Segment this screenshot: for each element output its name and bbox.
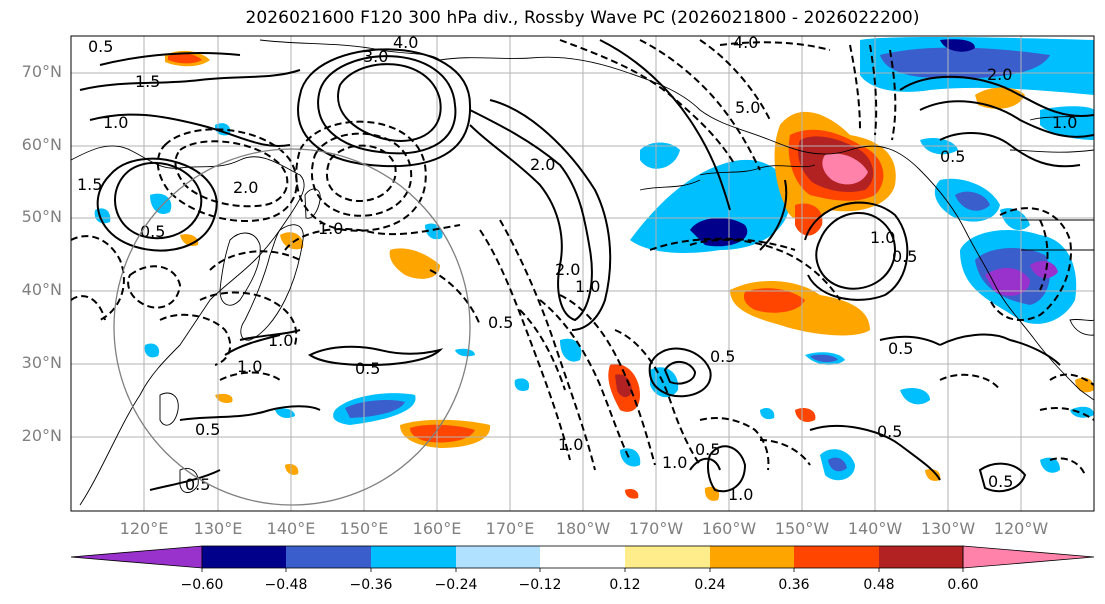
negative-contours (71, 39, 1094, 476)
lat-label: 30°N (21, 353, 62, 372)
lon-label: 170°E (485, 519, 535, 538)
radius-circle (113, 148, 471, 506)
contour-label: 3.0 (363, 47, 388, 66)
colorbar-tick-label: 0.48 (863, 577, 895, 593)
lon-label: 150°E (339, 519, 389, 538)
contour-label: 1.0 (662, 453, 687, 472)
contour-label: 0.5 (355, 359, 380, 378)
contour-label: 0.5 (888, 339, 913, 358)
contour-label: 4.0 (393, 33, 418, 52)
contour-label: 0.5 (940, 147, 965, 166)
contour-label: 0.5 (710, 347, 735, 366)
contour-label: 1.0 (103, 113, 128, 132)
lon-label: 160°E (412, 519, 462, 538)
colorbar-tick-label: 0.60 (947, 577, 979, 593)
contour-label: 0.5 (140, 222, 165, 241)
lon-label: 150°W (774, 519, 830, 538)
colorbar-tick-label: 0.24 (694, 577, 726, 593)
contour-label: 2.0 (233, 178, 258, 197)
colorbar-segment (962, 545, 1095, 569)
contour-label: 0.5 (195, 420, 220, 439)
colorbar-segment (710, 546, 794, 568)
lon-label: 120°E (119, 519, 169, 538)
positive-contours (79, 39, 1094, 493)
contour-label: 0.5 (695, 440, 720, 459)
lat-label: 70°N (21, 62, 62, 81)
contour-label: 1.0 (318, 219, 343, 238)
lat-label: 60°N (21, 135, 62, 154)
colorbar-segment (286, 546, 371, 568)
lon-label: 140°W (847, 519, 903, 538)
contour-label: 1.5 (77, 175, 102, 194)
contour-label: 0.5 (988, 472, 1013, 491)
lon-label: 130°E (193, 519, 243, 538)
colorbar-ticks (201, 568, 964, 572)
lon-label: 120°W (993, 519, 1049, 538)
colorbar-segment (70, 545, 203, 569)
contour-label: 1.0 (728, 485, 753, 504)
colorbar-segment (456, 546, 540, 568)
colorbar-tick-label: −0.60 (180, 577, 224, 593)
contour-label: 1.5 (135, 72, 160, 91)
contour-label: 0.5 (488, 313, 513, 332)
contour-label: 0.5 (877, 422, 902, 441)
colorbar-segment (371, 546, 456, 568)
colorbar-tick-label: −0.36 (349, 577, 393, 593)
colorbar-tick-label: −0.48 (264, 577, 308, 593)
colorbar-segment (625, 546, 710, 568)
colorbar-segment (540, 546, 625, 568)
contour-label: 1.0 (575, 277, 600, 296)
colorbar-tick-label: −0.24 (434, 577, 478, 593)
colorbar-segment (794, 546, 879, 568)
contour-label: 1.0 (558, 435, 583, 454)
contour-label: 2.0 (555, 260, 580, 279)
map-area: 0.5 1.5 3.0 4.0 1.0 1.5 2.0 2.0 2.0 4.0 … (71, 33, 1094, 511)
contour-label: 1.0 (268, 331, 293, 350)
lon-label: 130°W (920, 519, 976, 538)
colorbar (70, 545, 1095, 572)
contour-label: 4.0 (733, 33, 758, 52)
contour-label: 0.5 (892, 247, 917, 266)
contour-label-layer: 0.5 1.5 3.0 4.0 1.0 1.5 2.0 2.0 2.0 4.0 … (77, 33, 1077, 504)
lat-label: 50°N (21, 207, 62, 226)
contour-label: 2.0 (530, 155, 555, 174)
colorbar-segment (202, 546, 286, 568)
lon-label: 170°W (628, 519, 684, 538)
shaded-divergence-field (94, 37, 1094, 501)
colorbar-tick-label: 0.36 (778, 577, 810, 593)
lon-label: 180°W (555, 519, 611, 538)
contour-label: 1.0 (1052, 113, 1077, 132)
colorbar-outline (201, 545, 964, 569)
lat-label: 40°N (21, 280, 62, 299)
contour-label: 0.5 (88, 37, 113, 56)
lon-label: 160°W (701, 519, 757, 538)
colorbar-segment (879, 546, 963, 568)
contour-label: 1.0 (237, 357, 262, 376)
lon-label: 140°E (266, 519, 316, 538)
colorbar-tick-label: −0.12 (518, 577, 562, 593)
lat-label: 20°N (21, 426, 62, 445)
contour-label: 5.0 (735, 98, 760, 117)
map-title: 2026021600 F120 300 hPa div., Rossby Wav… (245, 8, 920, 28)
contour-label: 0.5 (185, 475, 210, 494)
contour-label: 1.0 (870, 228, 895, 247)
colorbar-tick-label: 0.12 (609, 577, 641, 593)
map-frame (70, 35, 1095, 512)
contour-label: 2.0 (987, 65, 1012, 84)
